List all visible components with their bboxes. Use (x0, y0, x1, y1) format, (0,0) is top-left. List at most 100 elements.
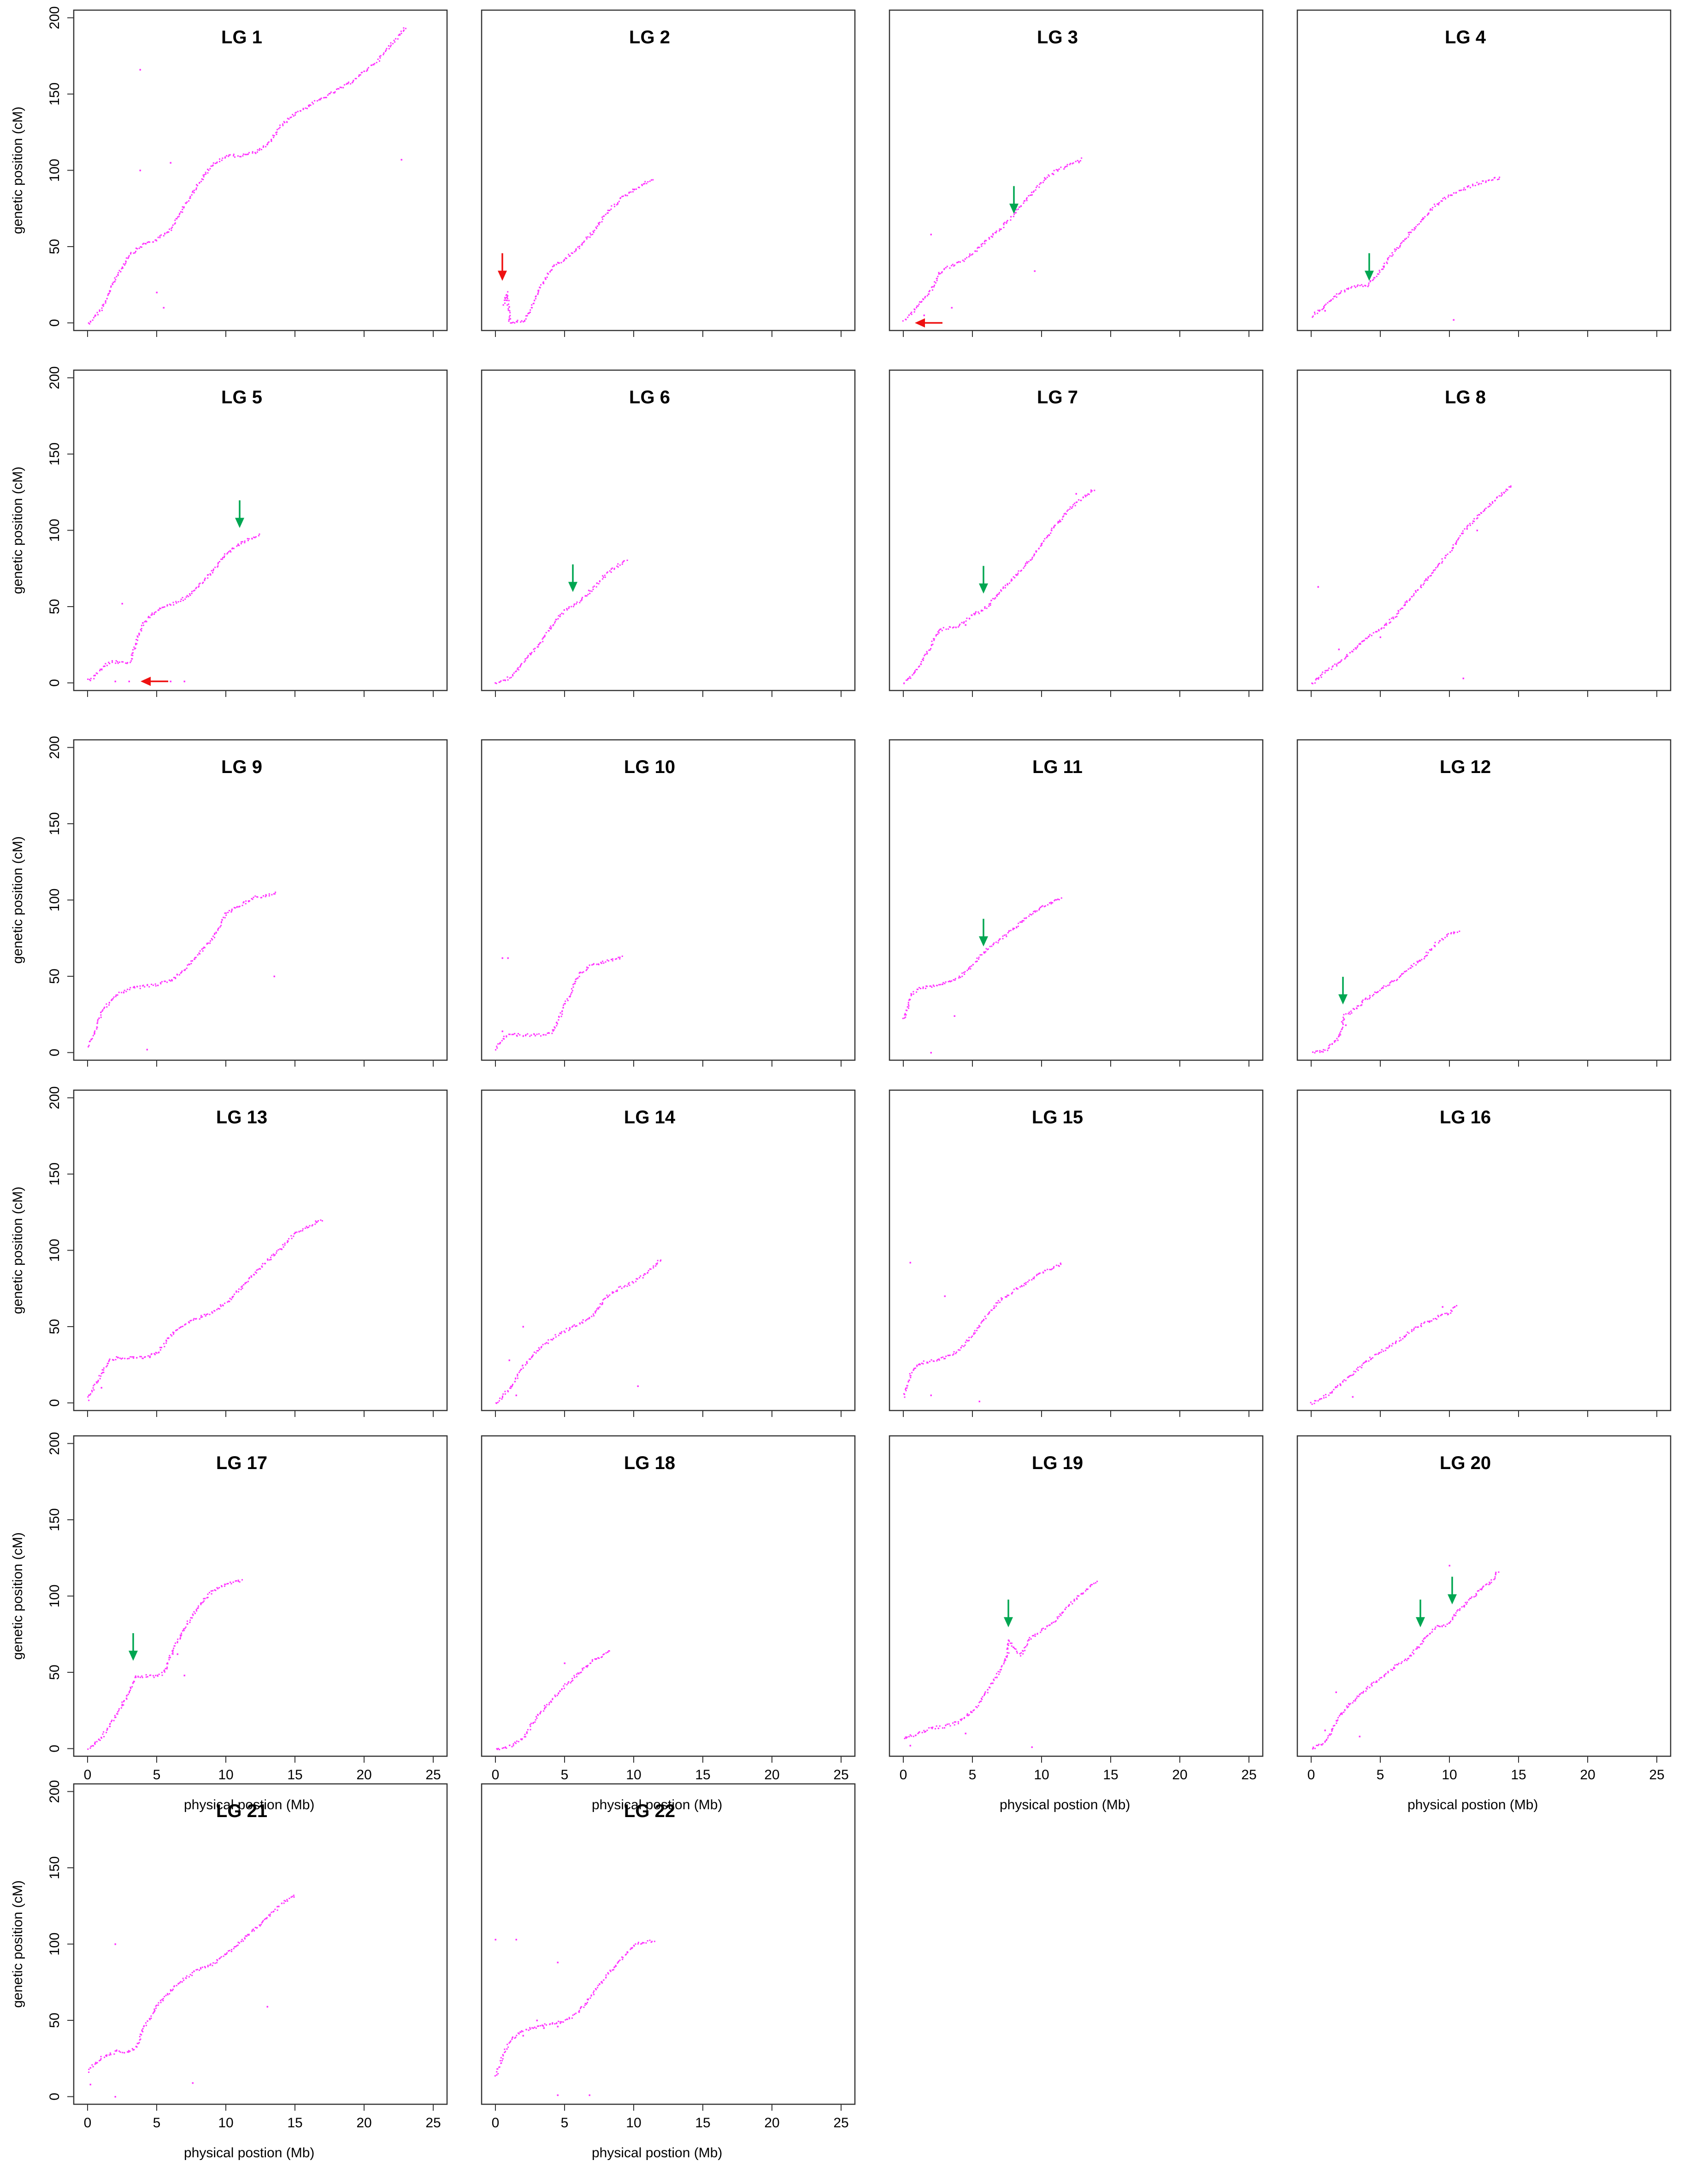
data-point (1435, 1626, 1437, 1628)
data-point (1014, 1647, 1015, 1649)
outlier-point (400, 159, 402, 161)
data-point (530, 653, 532, 655)
data-point (572, 606, 574, 608)
data-point (144, 986, 146, 988)
data-point (231, 1297, 233, 1299)
data-point (1420, 584, 1422, 586)
data-point (505, 1746, 506, 1748)
data-point (538, 1033, 540, 1035)
data-point (1049, 1269, 1051, 1270)
data-point (159, 1349, 161, 1351)
x-axis-label: physical postion (Mb) (592, 1797, 722, 1812)
data-point (122, 1358, 124, 1359)
data-point (201, 178, 203, 180)
data-point (278, 128, 280, 130)
data-point (601, 1303, 603, 1305)
green-arrow-icon (235, 500, 244, 528)
data-point (1485, 182, 1487, 183)
data-point (636, 1278, 637, 1280)
data-point (1365, 637, 1366, 639)
data-point (1385, 622, 1387, 624)
data-point (589, 590, 591, 592)
data-point (130, 660, 132, 662)
data-point (121, 266, 123, 268)
data-point (571, 2017, 573, 2019)
data-point (265, 1918, 267, 1919)
data-point (578, 2011, 580, 2013)
data-point (229, 1301, 230, 1303)
data-point (170, 1989, 171, 1991)
outlier-point (536, 2019, 538, 2021)
data-point (242, 153, 244, 155)
data-point (580, 600, 582, 602)
data-point (648, 1270, 649, 1272)
data-point (1424, 216, 1426, 218)
data-point (127, 662, 129, 664)
data-point (241, 904, 243, 906)
data-point (136, 643, 138, 645)
data-point (202, 947, 204, 949)
data-point (1322, 671, 1324, 673)
data-point (1012, 927, 1014, 929)
data-point (269, 1913, 271, 1915)
data-point (1002, 935, 1004, 937)
data-point (906, 1737, 907, 1739)
data-point (1085, 496, 1087, 497)
data-point (586, 1319, 588, 1321)
data-point (546, 1704, 548, 1706)
data-point (179, 212, 181, 214)
data-point (504, 1393, 506, 1395)
data-point (976, 957, 978, 959)
data-point (1010, 580, 1012, 582)
data-point (954, 978, 956, 980)
data-point (592, 234, 594, 235)
data-point (1364, 998, 1366, 1000)
data-point (1038, 909, 1040, 911)
data-point (585, 236, 587, 238)
data-point (247, 153, 248, 155)
data-point (212, 1962, 214, 1964)
data-point (1404, 1659, 1406, 1661)
data-point (145, 2025, 147, 2026)
data-point (989, 945, 991, 947)
data-point (1333, 1389, 1335, 1391)
data-point (1444, 1313, 1446, 1314)
data-point (932, 984, 934, 986)
data-point (958, 261, 960, 263)
red-arrow-icon (915, 318, 942, 328)
data-point (639, 1277, 640, 1279)
data-point (917, 1733, 919, 1735)
data-point (368, 67, 369, 69)
data-point (1412, 1652, 1413, 1653)
data-point (1391, 1669, 1393, 1671)
plot-frame (1296, 1089, 1672, 1411)
data-point (1007, 1648, 1009, 1650)
data-point (255, 1272, 257, 1274)
data-point (590, 234, 592, 236)
marker-points (495, 956, 623, 1051)
data-point (660, 1259, 662, 1261)
data-point (101, 309, 103, 311)
data-point (523, 321, 524, 323)
data-point (185, 1323, 187, 1325)
data-point (934, 284, 936, 286)
data-point (1378, 1679, 1380, 1681)
data-point (525, 2029, 527, 2031)
data-point (915, 1735, 917, 1736)
data-point (1396, 980, 1397, 981)
green-arrow-icon (1365, 253, 1374, 281)
data-point (964, 1344, 966, 1346)
data-point (508, 1033, 510, 1035)
data-point (548, 1702, 550, 1704)
data-point (1044, 1270, 1046, 1271)
data-point (1024, 1282, 1025, 1284)
data-point (589, 1317, 590, 1319)
data-point (123, 1704, 124, 1706)
data-point (534, 648, 536, 649)
data-point (1353, 1700, 1354, 1702)
data-point (929, 290, 930, 292)
data-point (252, 151, 253, 153)
data-point (1369, 634, 1371, 636)
data-point (919, 987, 920, 989)
